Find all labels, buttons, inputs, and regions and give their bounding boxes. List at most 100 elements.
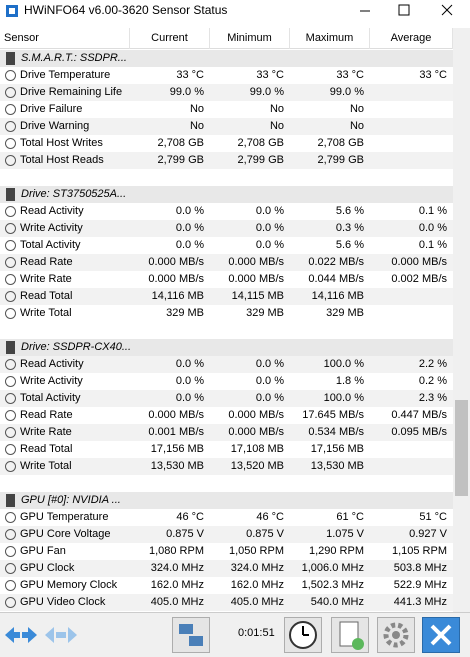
sensor-icon (5, 359, 16, 370)
sensor-icon (5, 291, 16, 302)
sensor-value: 0.0 % (175, 392, 204, 404)
sensor-row[interactable]: Read Activity 0.0 % 0.0 % 100.0 % 2.2 % (0, 356, 453, 373)
sensor-row[interactable]: Write Activity 0.0 % 0.0 % 0.3 % 0.0 % (0, 220, 453, 237)
sensor-value: 0.0 % (255, 358, 284, 370)
sensor-value: 0.0 % (255, 375, 284, 387)
sensor-row[interactable]: Read Activity 0.0 % 0.0 % 5.6 % 0.1 % (0, 203, 453, 220)
sensor-value: 13,530 MB (150, 460, 204, 472)
scroll-thumb[interactable] (455, 400, 468, 496)
sensor-row[interactable]: Drive Temperature 33 °C 33 °C 33 °C 33 °C (0, 67, 453, 84)
sensor-table: S.M.A.R.T.: SSDPR... Drive Temperature 33 … (0, 50, 453, 612)
sensor-icon (5, 70, 16, 81)
sensor-name: Total Host Writes (20, 137, 103, 149)
sensor-row[interactable]: Write Activity 0.0 % 0.0 % 1.8 % 0.2 % (0, 373, 453, 390)
sensor-row[interactable]: Write Rate 0.001 MB/s 0.000 MB/s 0.534 MB/s… (0, 424, 453, 441)
sensor-value: No (189, 120, 204, 132)
sensor-value: 1,050 RPM (228, 545, 284, 557)
sensor-row[interactable]: Total Host Writes 2,708 GB 2,708 GB 2,708 G… (0, 135, 453, 152)
settings-button[interactable] (377, 617, 415, 653)
group-row[interactable]: GPU [#0]: NVIDIA ... (0, 492, 453, 509)
sensor-icon (5, 257, 16, 268)
sensor-row[interactable]: Read Total 14,116 MB 14,115 MB 14,116 MB (0, 288, 453, 305)
nav-button[interactable] (42, 617, 80, 653)
close-button[interactable] (422, 617, 460, 653)
sensor-name: Drive Remaining Life (20, 86, 123, 98)
sensor-icon (5, 308, 16, 319)
sensor-row[interactable]: Drive Warning No No No (0, 118, 453, 135)
column-header[interactable]: Current (130, 28, 210, 49)
sensor-value: 0.0 % (255, 222, 284, 234)
sensor-name: Drive Failure (20, 103, 83, 115)
sensor-row[interactable]: Write Total 329 MB 329 MB 329 MB (0, 305, 453, 322)
window-controls[interactable] (350, 0, 470, 22)
sensor-row[interactable]: Read Total 17,156 MB 17,108 MB 17,156 MB (0, 441, 453, 458)
sensor-value: 14,116 MB (311, 290, 364, 302)
sensor-icon (5, 529, 16, 540)
sensor-icon (5, 410, 16, 421)
report-button[interactable] (331, 617, 369, 653)
sensor-name: Drive Warning (20, 120, 90, 132)
sensor-row[interactable]: Write Rate 0.000 MB/s 0.000 MB/s 0.044 MB/s… (0, 271, 453, 288)
sensor-value: 99.0 % (329, 86, 364, 98)
scrollbar[interactable] (453, 28, 470, 612)
clock-button[interactable] (284, 617, 322, 653)
window-title: HWiNFO64 v6.00-3620 Sensor Status (24, 3, 228, 17)
sensor-row[interactable]: GPU Core Voltage 0.875 V 0.875 V 1.075 V 0.9… (0, 526, 453, 543)
sensor-row[interactable]: Drive Remaining Life 99.0 % 99.0 % 99.0 % (0, 84, 453, 101)
sensor-value: 100.0 % (323, 392, 364, 404)
sensor-icon (5, 393, 16, 404)
column-header[interactable]: Minimum (210, 28, 290, 49)
sensor-row[interactable]: GPU Clock 324.0 MHz 324.0 MHz 1,006.0 MHz 50… (0, 560, 453, 577)
network-button[interactable] (172, 617, 210, 653)
sensor-icon (5, 223, 16, 234)
sensor-row[interactable]: Drive Failure No No No (0, 101, 453, 118)
sensor-row[interactable]: Total Activity 0.0 % 0.0 % 5.6 % 0.1 % (0, 237, 453, 254)
sensor-row[interactable]: GPU Fan 1,080 RPM 1,050 RPM 1,290 RPM 1,105 … (0, 543, 453, 560)
sensor-value: 46 °C (256, 511, 284, 523)
column-header[interactable]: Sensor (0, 28, 130, 49)
group-name: Drive: ST3750525A... (21, 188, 127, 200)
sensor-row[interactable]: GPU Memory Clock 162.0 MHz 162.0 MHz 1,502.… (0, 577, 453, 594)
sensor-value: 13,530 MB (310, 460, 364, 472)
sensor-value: 2.2 % (418, 358, 447, 370)
sensor-value: 0.0 % (175, 358, 204, 370)
sensor-value: 0.000 MB/s (228, 256, 284, 268)
sensor-value: 1.075 V (326, 528, 364, 540)
sensor-row[interactable]: Read Rate 0.000 MB/s 0.000 MB/s 0.022 MB/s 0… (0, 254, 453, 271)
sensor-row[interactable]: Total Host Reads 2,799 GB 2,799 GB 2,799 GB (0, 152, 453, 169)
sensor-row[interactable]: GPU Temperature 46 °C 46 °C 61 °C 51 °C (0, 509, 453, 526)
sensor-value: 33 °C (176, 69, 204, 81)
column-header[interactable]: Maximum (290, 28, 370, 49)
sensor-value: 162.0 MHz (230, 579, 284, 591)
sensor-value: No (269, 120, 284, 132)
sensor-value: 1,105 RPM (391, 545, 447, 557)
group-row[interactable]: Drive: ST3750525A... (0, 186, 453, 203)
sensor-value: 324.0 MHz (230, 562, 284, 574)
sensor-value: 0.875 V (166, 528, 204, 540)
column-header[interactable]: Average (370, 28, 453, 49)
sensor-value: 5.6 % (335, 205, 364, 217)
sensor-value: No (349, 120, 364, 132)
sensor-value: 17,156 MB (150, 443, 204, 455)
sensor-row[interactable]: Total Activity 0.0 % 0.0 % 100.0 % 2.3 % (0, 390, 453, 407)
nav-button[interactable] (2, 617, 40, 653)
sensor-value: 0.2 % (418, 375, 447, 387)
group-row[interactable]: Drive: SSDPR-CX40... (0, 339, 453, 356)
sensor-row[interactable]: GPU Video Clock 405.0 MHz 405.0 MHz 540.0 M… (0, 594, 453, 611)
sensor-value: 2,799 GB (237, 154, 284, 166)
sensor-icon (5, 274, 16, 285)
sensor-icon (5, 444, 16, 455)
sensor-icon (5, 104, 16, 115)
sensor-value: 405.0 MHz (150, 596, 204, 608)
sensor-icon (5, 427, 16, 438)
sensor-value: 99.0 % (169, 86, 204, 98)
sensor-row[interactable]: Read Rate 0.000 MB/s 0.000 MB/s 17.645 MB/s… (0, 407, 453, 424)
sensor-icon (5, 87, 16, 98)
sensor-value: 2,708 GB (317, 137, 364, 149)
sensor-name: Write Rate (20, 273, 72, 285)
sensor-value: 2,708 GB (237, 137, 284, 149)
sensor-value: 0.875 V (246, 528, 284, 540)
sensor-row[interactable]: Write Total 13,530 MB 13,520 MB 13,530 MB (0, 458, 453, 475)
group-row[interactable]: S.M.A.R.T.: SSDPR... (0, 50, 453, 67)
